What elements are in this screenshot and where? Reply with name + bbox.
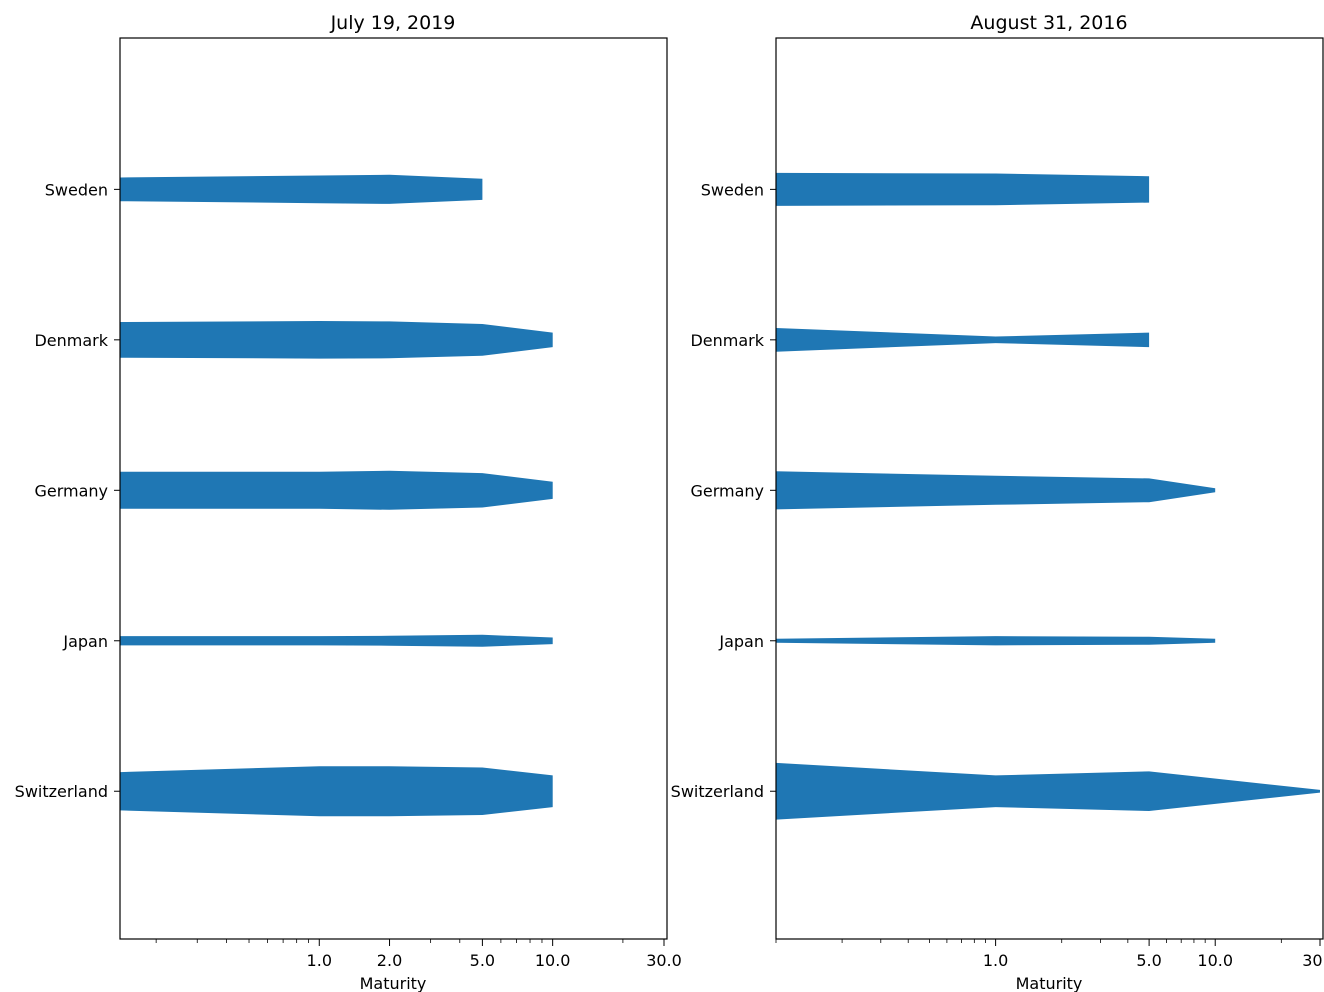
y-tick-label: Germany [34, 481, 108, 500]
x-tick-label: 1.0 [983, 951, 1008, 970]
violin-sweden [120, 174, 483, 204]
x-tick-label: 2.0 [377, 951, 402, 970]
panel-right: August 31, 2016 Maturity Sweden Denmark Ge… [671, 12, 1324, 992]
violin-denmark [120, 321, 553, 359]
x-axis-label: Maturity [1016, 974, 1083, 992]
series-group [776, 172, 1320, 820]
violin-japan [776, 636, 1216, 646]
violin-germany [776, 471, 1216, 510]
y-ticks: Sweden Denmark Germany Japan Switzerland [15, 180, 120, 801]
x-ticks: 1.0 2.0 5.0 10.0 30.0 [155, 939, 682, 970]
violin-sweden [776, 172, 1150, 206]
x-tick-label: 30.0 [646, 951, 682, 970]
x-tick-label: 5.0 [1136, 951, 1161, 970]
y-tick-label: Sweden [701, 180, 764, 199]
y-tick-label: Japan [718, 632, 764, 651]
plot-frame [775, 37, 1324, 940]
y-tick-label: Japan [62, 632, 108, 651]
y-tick-label: Germany [690, 481, 764, 500]
x-tick-label: 1.0 [307, 951, 332, 970]
violin-japan [120, 634, 553, 647]
series-group [120, 174, 553, 817]
x-tick-label: 5.0 [470, 951, 495, 970]
x-tick-label: 10.0 [1197, 951, 1233, 970]
violin-switzerland [776, 762, 1320, 820]
violin-germany [120, 470, 553, 510]
y-tick-label: Switzerland [15, 782, 108, 801]
x-tick-label: 30.0 [1302, 951, 1324, 970]
violin-switzerland [120, 766, 553, 817]
y-tick-label: Sweden [45, 180, 108, 199]
chart-title: August 31, 2016 [970, 12, 1127, 34]
x-ticks: 1.0 5.0 10.0 30.0 [775, 939, 1324, 970]
plot-frame [119, 37, 668, 940]
x-tick-label: 10.0 [535, 951, 571, 970]
y-tick-label: Denmark [34, 331, 108, 350]
panel-left: July 19, 2019 Maturity Sweden Denmark Germ… [15, 12, 682, 992]
y-tick-label: Denmark [690, 331, 764, 350]
y-ticks: Sweden Denmark Germany Japan Switzerland [671, 180, 776, 801]
y-tick-label: Switzerland [671, 782, 764, 801]
x-axis-label: Maturity [360, 974, 427, 992]
chart-title: July 19, 2019 [330, 12, 456, 34]
violin-denmark [776, 328, 1150, 352]
